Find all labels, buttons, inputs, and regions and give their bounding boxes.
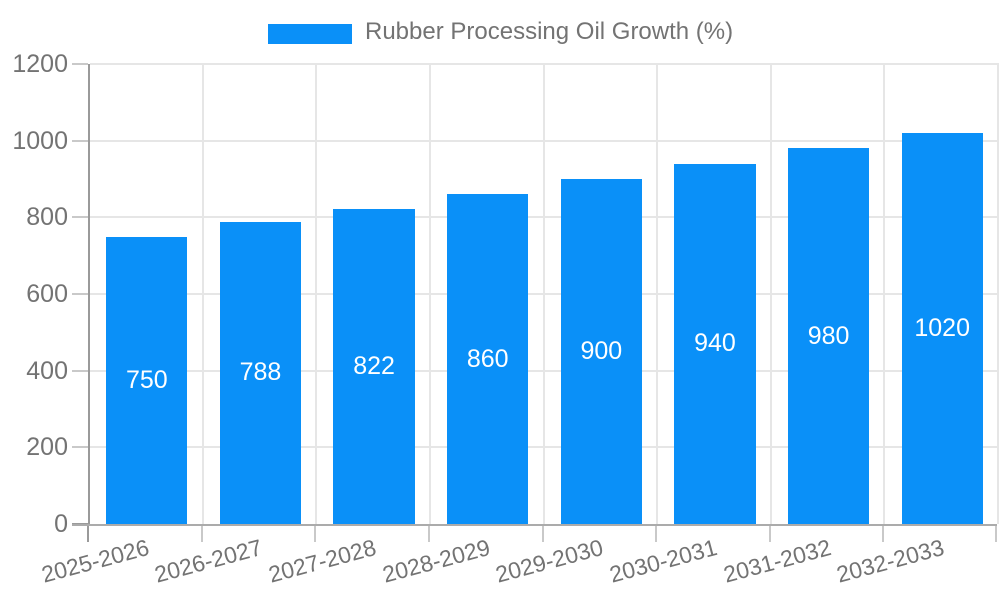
x-gridline: [201, 64, 204, 524]
bar: 860: [447, 194, 529, 524]
y-axis-label: 200: [26, 433, 68, 462]
bar-value-label: 940: [694, 329, 736, 358]
bar: 980: [787, 148, 870, 524]
y-axis-label: 0: [54, 510, 68, 538]
y-axis-label: 400: [26, 356, 68, 385]
x-gridline: [656, 64, 659, 524]
bar: 750: [106, 236, 188, 524]
legend-label: Rubber Processing Oil Growth (%): [365, 18, 734, 45]
y-gridline: [90, 216, 999, 219]
y-axis-tick: [72, 139, 88, 142]
x-axis-label: 2026-2027: [152, 534, 266, 588]
bar-value-label: 822: [353, 351, 395, 380]
y-gridline: [90, 63, 999, 65]
y-axis-tick: [72, 216, 88, 219]
x-axis-tick: [655, 526, 658, 542]
y-gridline: [90, 139, 999, 142]
bar: 788: [219, 221, 302, 524]
legend-swatch-icon: [268, 23, 352, 44]
x-gridline: [997, 64, 999, 524]
y-axis-label: 600: [26, 280, 68, 308]
x-axis-label: 2031-2032: [720, 534, 834, 588]
bar-value-label: 860: [466, 344, 509, 373]
x-axis-tick: [995, 526, 997, 542]
x-gridline: [428, 64, 431, 524]
x-axis-tick: [427, 526, 430, 542]
y-axis-tick: [72, 63, 88, 65]
x-gridline: [542, 64, 545, 524]
bar: 940: [674, 163, 756, 524]
plot-area: 750 788 822 860 900 940 980 1020: [88, 63, 999, 524]
bar-value-label: 900: [580, 337, 623, 365]
y-axis-tick: [72, 369, 88, 372]
x-axis-label: 2032-2033: [833, 534, 947, 588]
bar: 822: [333, 208, 415, 524]
bar-value-label: 750: [125, 365, 168, 394]
chart-legend: Rubber Processing Oil Growth (%): [268, 18, 733, 46]
x-axis-tick: [200, 526, 203, 542]
x-axis-line: [72, 524, 997, 526]
x-axis-tick: [314, 526, 317, 542]
x-gridline: [769, 64, 772, 524]
x-axis-label: 2030-2031: [606, 534, 720, 588]
bar: 900: [560, 179, 642, 524]
x-axis-tick: [882, 526, 885, 542]
x-axis-tick: [87, 526, 89, 542]
x-gridline: [883, 64, 886, 524]
x-axis-label: 2029-2030: [493, 534, 607, 588]
y-axis-label: 1000: [12, 126, 68, 155]
y-axis-label: 1200: [12, 50, 68, 78]
x-axis-label: 2028-2029: [379, 534, 493, 588]
y-gridline: [90, 293, 999, 295]
x-axis-label: 2027-2028: [265, 534, 379, 588]
y-gridline: [90, 369, 999, 372]
bar-value-label: 980: [807, 321, 850, 350]
y-axis-label: 800: [26, 203, 68, 232]
x-axis-label: 2025-2026: [38, 534, 152, 588]
x-axis-tick: [768, 526, 771, 542]
y-gridline: [90, 446, 999, 449]
bar-value-label: 788: [239, 358, 282, 387]
y-axis-tick: [72, 293, 88, 295]
x-gridline: [315, 64, 318, 524]
bar: 1020: [901, 133, 983, 524]
bar-value-label: 1020: [914, 314, 970, 342]
y-axis-tick: [72, 446, 88, 449]
x-axis-tick: [541, 526, 544, 542]
